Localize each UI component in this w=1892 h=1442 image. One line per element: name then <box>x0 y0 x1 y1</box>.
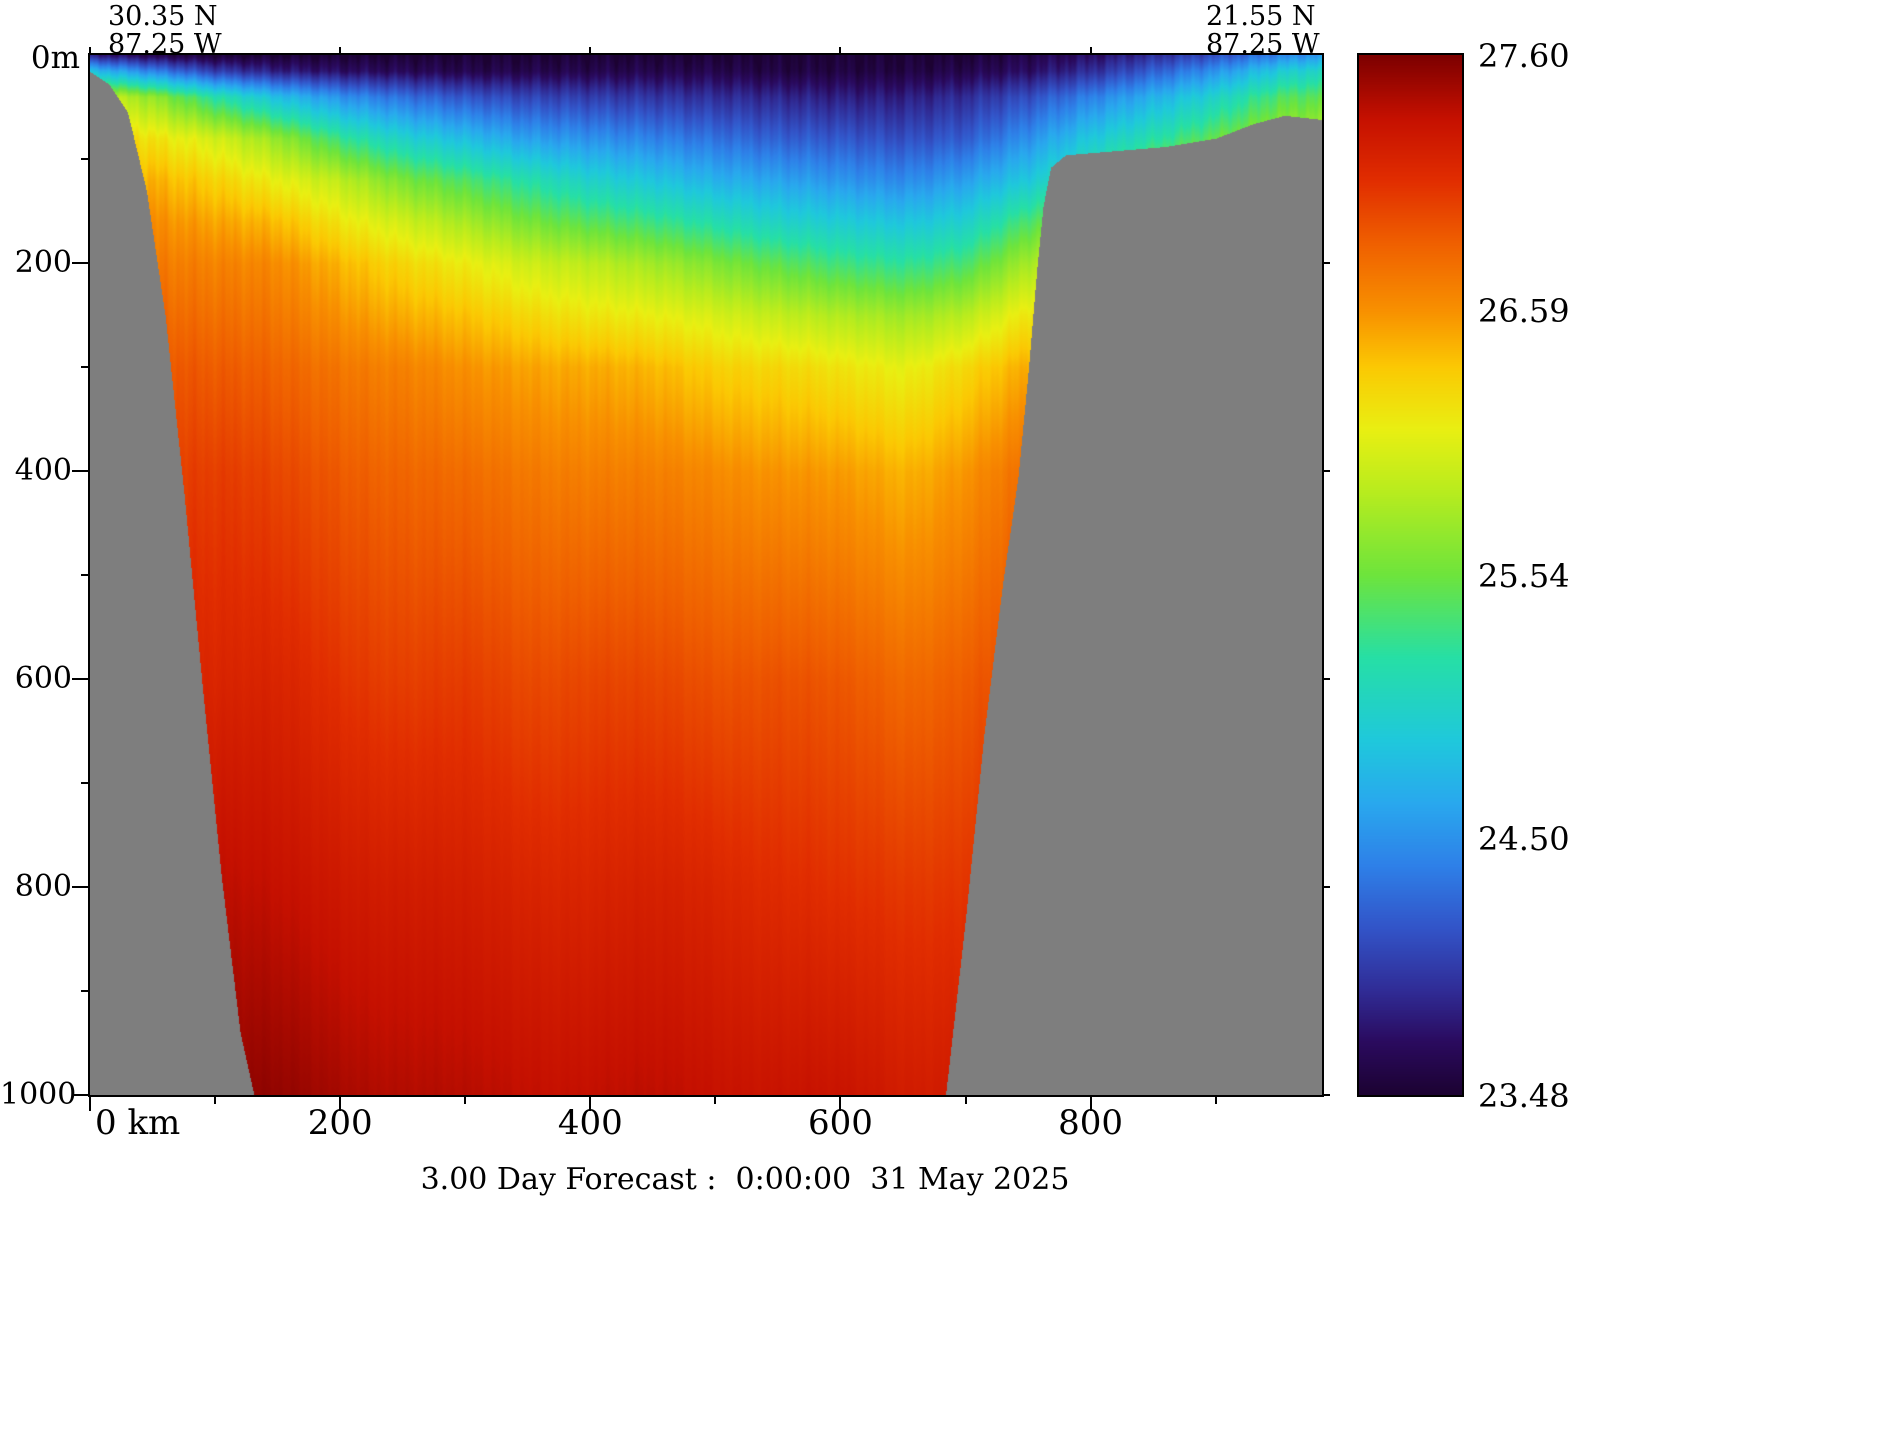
x-tick-label: 0 km <box>95 1103 181 1143</box>
y-axis-major-tick <box>72 262 90 264</box>
colorbar-gradient <box>1359 55 1462 1095</box>
x-axis-minor-tick <box>1214 1095 1217 1104</box>
y-axis-minor-tick <box>81 574 90 576</box>
y-axis-right-tick <box>1322 262 1330 264</box>
x-axis-major-tick <box>339 1095 342 1111</box>
x-tick-label: 400 <box>557 1103 623 1143</box>
y-axis-major-tick <box>72 1094 90 1096</box>
x-axis-top-tick <box>339 47 342 55</box>
x-axis-minor-tick <box>214 1095 217 1104</box>
y-axis-minor-tick <box>81 366 90 368</box>
x-axis-minor-tick <box>714 1095 717 1104</box>
y-axis-right-tick <box>1322 470 1330 472</box>
y-axis-minor-tick <box>81 158 90 160</box>
y-tick-label: 1000 <box>0 1077 77 1112</box>
x-axis-major-tick <box>89 1095 91 1111</box>
y-axis-major-tick <box>72 678 90 680</box>
colorbar-tick-label: 27.60 <box>1478 37 1570 75</box>
x-tick-label: 600 <box>808 1103 873 1143</box>
x-axis-top-tick <box>839 47 842 55</box>
x-axis-top-tick <box>89 47 91 55</box>
section-start-latitude: 30.35 N <box>108 1 218 32</box>
forecast-caption: 3.00 Day Forecast : 0:00:00 31 May 2025 <box>420 1162 1070 1197</box>
y-tick-label: 200 <box>14 245 72 280</box>
x-axis-minor-tick <box>964 1095 967 1104</box>
x-axis-major-tick <box>589 1095 592 1111</box>
section-start-longitude: 87.25 W <box>108 29 222 60</box>
y-axis-minor-tick <box>81 782 90 784</box>
y-tick-label: 600 <box>14 661 72 696</box>
x-tick-label: 200 <box>307 1103 373 1143</box>
colorbar-tick-label: 23.48 <box>1478 1077 1570 1115</box>
x-axis-minor-tick <box>464 1095 467 1104</box>
x-axis-top-tick <box>589 47 592 55</box>
section-end-latitude: 21.55 N <box>1206 1 1316 32</box>
density-section-heatmap <box>90 55 1322 1095</box>
y-tick-label: 800 <box>14 869 72 904</box>
y-axis-right-tick <box>1322 1094 1330 1096</box>
y-axis-right-tick <box>1322 886 1330 888</box>
y-axis-major-tick <box>72 886 90 888</box>
y-axis-surface-label: 0m <box>30 40 80 76</box>
section-end-longitude: 87.25 W <box>1206 29 1320 60</box>
colorbar-tick-label: 26.59 <box>1478 291 1570 330</box>
x-axis-major-tick <box>1089 1095 1092 1111</box>
x-axis-major-tick <box>839 1095 842 1111</box>
x-tick-label: 800 <box>1058 1103 1124 1143</box>
colorbar-tick-label: 24.50 <box>1478 819 1570 858</box>
y-tick-label: 400 <box>14 453 72 488</box>
x-axis-top-tick <box>1089 47 1092 55</box>
colorbar-tick-label: 25.54 <box>1478 557 1570 595</box>
colorbar <box>1357 53 1464 1097</box>
y-axis-right-tick <box>1322 678 1330 680</box>
y-axis-major-tick <box>72 470 90 472</box>
y-axis-minor-tick <box>81 990 90 992</box>
